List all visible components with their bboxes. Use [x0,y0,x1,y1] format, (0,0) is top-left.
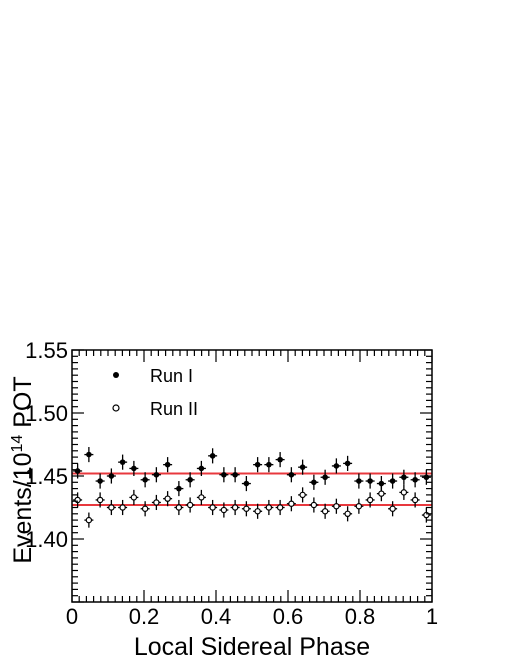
plot-frame [71,349,433,603]
data-point [378,490,385,497]
y-tick-label: 1.55 [25,338,68,363]
data-point [254,461,261,468]
series-run-1 [73,447,431,497]
data-point [86,451,92,458]
data-point [221,471,227,478]
data-point [276,504,284,511]
data-point [187,476,193,483]
legend-marker-run-1 [113,372,119,378]
data-point [209,453,216,459]
x-tick-label: 0.6 [273,604,304,629]
plot-marks [72,447,432,528]
y-axis-label-superscript: 14 [9,435,26,453]
data-point [153,471,160,478]
data-point [198,465,205,472]
data-point [412,476,418,483]
tick-labels: 0 0.2 0.4 0.6 0.8 1 1.40 1.45 1.50 1.55 [25,338,438,629]
data-point [164,495,171,502]
data-point [321,508,329,515]
data-point [209,504,216,511]
x-tick-label: 1 [426,604,438,629]
data-point [119,459,126,465]
data-point [198,494,205,501]
y-tick-label: 1.50 [25,401,68,426]
data-point [176,485,182,492]
x-tick-label: 0 [66,604,78,629]
legend-label-run-2: Run II [150,399,198,419]
data-point [411,496,419,504]
data-point [97,478,103,484]
y-tick-label: 1.40 [25,527,68,552]
data-point [355,503,363,510]
legend-label-run-1: Run I [150,366,193,386]
data-point [366,496,374,504]
y-axis-label-prefix: Events/10 [9,452,37,563]
data-point [401,474,407,481]
x-tick-label: 0.4 [201,604,232,629]
y-tick-label: 1.45 [25,464,68,489]
data-point [277,456,283,463]
data-point [243,480,250,487]
data-point [220,506,228,514]
data-point [119,504,126,511]
axis-ticks [71,349,433,603]
x-axis-label: Local Sidereal Phase [134,633,370,661]
data-point [400,489,408,496]
data-point [344,460,351,467]
data-point [96,496,104,504]
data-point [108,504,115,511]
data-point [131,465,137,472]
data-point [389,478,396,484]
data-point [311,479,317,486]
legend-marker-run-2 [112,404,120,412]
data-point [288,500,295,507]
data-point [232,471,238,478]
legend: Run I Run II [112,366,198,419]
data-point [389,505,396,512]
data-point [344,510,351,517]
series-run-2 [73,484,431,528]
data-point [186,501,194,509]
data-point [231,504,239,511]
data-point [367,478,373,484]
data-point [423,474,430,481]
data-point [356,478,362,484]
data-point [310,501,318,509]
x-tick-label: 0.2 [129,604,160,629]
data-point [141,505,149,512]
data-point [299,464,306,470]
data-point [288,471,295,478]
y-axis-label: Events/1014 POT [9,376,37,563]
data-point [108,473,115,479]
data-point [378,480,385,487]
data-point [322,474,328,481]
y-axis-label-suffix: POT [9,376,37,434]
x-tick-label: 0.8 [345,604,376,629]
data-point [265,504,273,511]
data-point [153,499,160,506]
data-point [266,461,272,468]
data-point [85,516,93,524]
data-point [74,468,81,474]
data-point [175,504,183,511]
data-point [333,463,340,469]
data-point [130,494,138,501]
data-point [142,476,148,483]
data-point [243,505,250,512]
data-point [333,503,340,510]
data-point [299,491,306,499]
data-point [164,461,171,468]
data-point [254,508,261,515]
